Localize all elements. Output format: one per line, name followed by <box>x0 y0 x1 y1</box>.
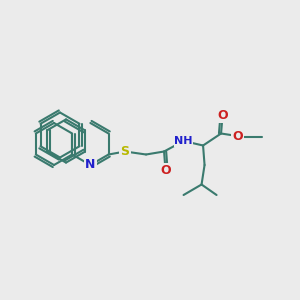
Text: N: N <box>85 158 96 172</box>
Text: S: S <box>121 145 130 158</box>
Text: O: O <box>232 130 243 143</box>
Text: O: O <box>217 109 228 122</box>
Text: NH: NH <box>174 136 193 146</box>
Text: O: O <box>160 164 171 178</box>
